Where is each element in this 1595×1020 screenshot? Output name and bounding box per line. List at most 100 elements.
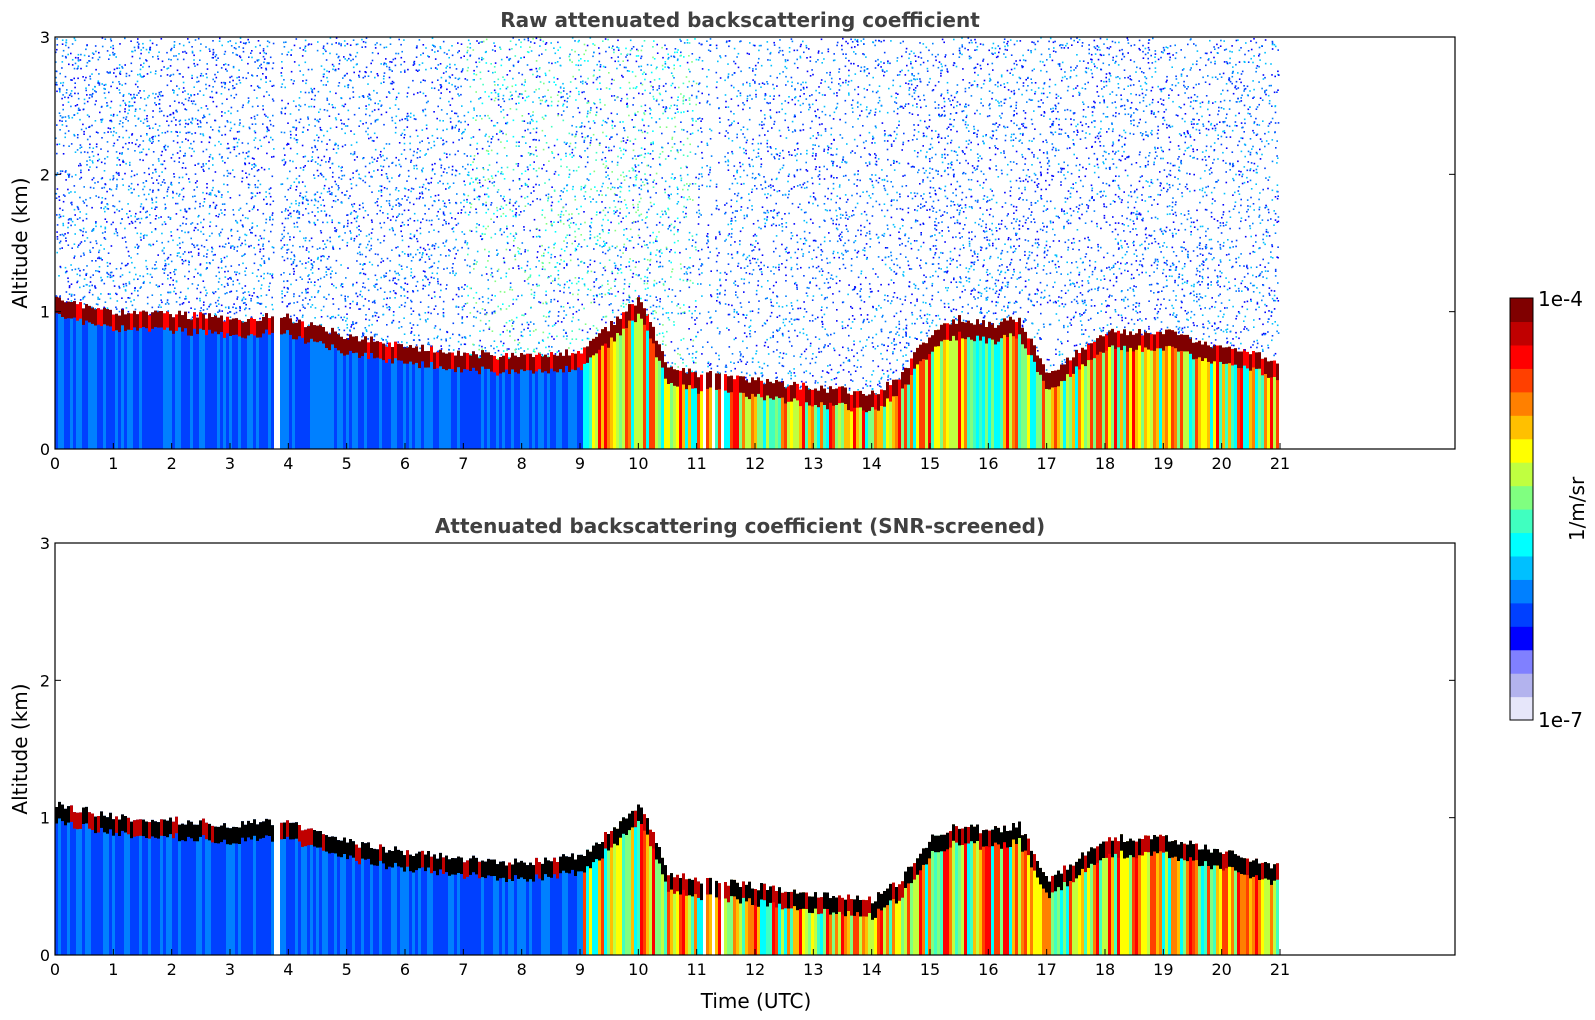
noise-speck: [226, 147, 228, 150]
noise-speck: [178, 195, 180, 197]
noise-speck: [511, 48, 513, 50]
noise-speck: [329, 240, 332, 243]
noise-speck: [476, 115, 478, 117]
noise-speck: [232, 209, 234, 211]
noise-speck: [191, 77, 193, 79]
noise-speck: [488, 95, 490, 98]
noise-speck: [494, 84, 496, 86]
noise-speck: [202, 133, 204, 135]
noise-speck: [203, 201, 206, 203]
noise-speck: [367, 243, 369, 246]
noise-speck: [208, 48, 211, 50]
heatmap-column: [487, 352, 490, 449]
noise-speck: [154, 218, 157, 220]
noise-speck: [66, 270, 68, 273]
noise-speck: [56, 152, 58, 155]
noise-speck: [512, 303, 514, 305]
noise-speck: [511, 85, 514, 88]
noise-speck: [71, 64, 74, 66]
heatmap-column: [550, 352, 553, 449]
noise-speck: [112, 51, 114, 54]
noise-speck: [517, 348, 520, 350]
noise-speck: [246, 176, 248, 179]
noise-speck: [273, 148, 275, 150]
noise-speck: [538, 260, 540, 262]
noise-speck: [314, 307, 317, 309]
noise-speck: [233, 312, 236, 315]
noise-speck: [344, 85, 346, 88]
noise-speck: [235, 42, 237, 45]
noise-speck: [239, 306, 241, 308]
noise-speck: [124, 108, 126, 110]
noise-speck: [536, 70, 538, 73]
noise-speck: [446, 172, 448, 174]
noise-speck: [100, 293, 102, 295]
noise-speck: [206, 183, 208, 185]
noise-speck: [281, 292, 283, 295]
noise-speck: [247, 217, 249, 220]
noise-speck: [110, 100, 113, 103]
noise-speck: [352, 176, 354, 179]
noise-speck: [164, 303, 167, 305]
noise-speck: [247, 72, 249, 74]
noise-speck: [449, 185, 451, 188]
noise-speck: [352, 86, 354, 89]
noise-speck: [385, 272, 388, 274]
noise-speck: [140, 135, 142, 137]
noise-speck: [323, 210, 326, 212]
noise-speck: [131, 170, 133, 172]
noise-speck: [364, 327, 367, 329]
noise-speck: [248, 56, 250, 58]
noise-speck: [271, 212, 274, 214]
noise-speck: [116, 208, 118, 211]
noise-speck: [271, 276, 274, 279]
noise-speck: [145, 104, 148, 107]
noise-speck: [440, 289, 442, 292]
noise-speck: [61, 43, 64, 45]
noise-speck: [488, 164, 491, 166]
noise-speck: [83, 295, 86, 298]
noise-speck: [374, 314, 377, 317]
noise-speck: [209, 225, 211, 228]
noise-speck: [340, 316, 342, 319]
cloud-top-band: [235, 318, 238, 335]
noise-speck: [110, 276, 113, 278]
noise-speck: [296, 211, 298, 213]
noise-speck: [476, 310, 479, 313]
noise-speck: [71, 203, 73, 206]
noise-speck: [296, 209, 299, 212]
noise-speck: [79, 59, 82, 61]
noise-speck: [193, 100, 195, 102]
noise-speck: [60, 82, 62, 84]
cloud-top-band: [55, 296, 58, 314]
noise-speck: [389, 43, 392, 45]
noise-speck: [199, 310, 202, 312]
noise-speck: [388, 68, 391, 71]
noise-speck: [316, 49, 319, 52]
noise-speck: [361, 46, 363, 48]
noise-speck: [342, 77, 344, 79]
heatmap-column: [226, 316, 229, 449]
noise-speck: [446, 113, 448, 115]
noise-speck: [413, 114, 415, 117]
noise-speck: [388, 76, 391, 79]
noise-speck: [364, 273, 367, 276]
noise-speck: [383, 46, 386, 49]
noise-speck: [137, 45, 140, 48]
noise-speck: [532, 153, 535, 156]
noise-speck: [265, 52, 267, 55]
noise-speck: [377, 198, 379, 200]
noise-speck: [281, 159, 284, 162]
heatmap-column: [94, 309, 97, 449]
noise-speck: [500, 215, 502, 218]
noise-speck: [391, 116, 393, 119]
noise-speck: [439, 208, 441, 210]
noise-speck: [139, 108, 141, 110]
noise-speck: [512, 267, 514, 269]
noise-speck: [493, 124, 495, 127]
noise-speck: [155, 261, 157, 263]
noise-speck: [536, 175, 539, 178]
noise-speck: [392, 314, 395, 317]
noise-speck: [460, 43, 463, 45]
noise-speck: [193, 140, 195, 143]
